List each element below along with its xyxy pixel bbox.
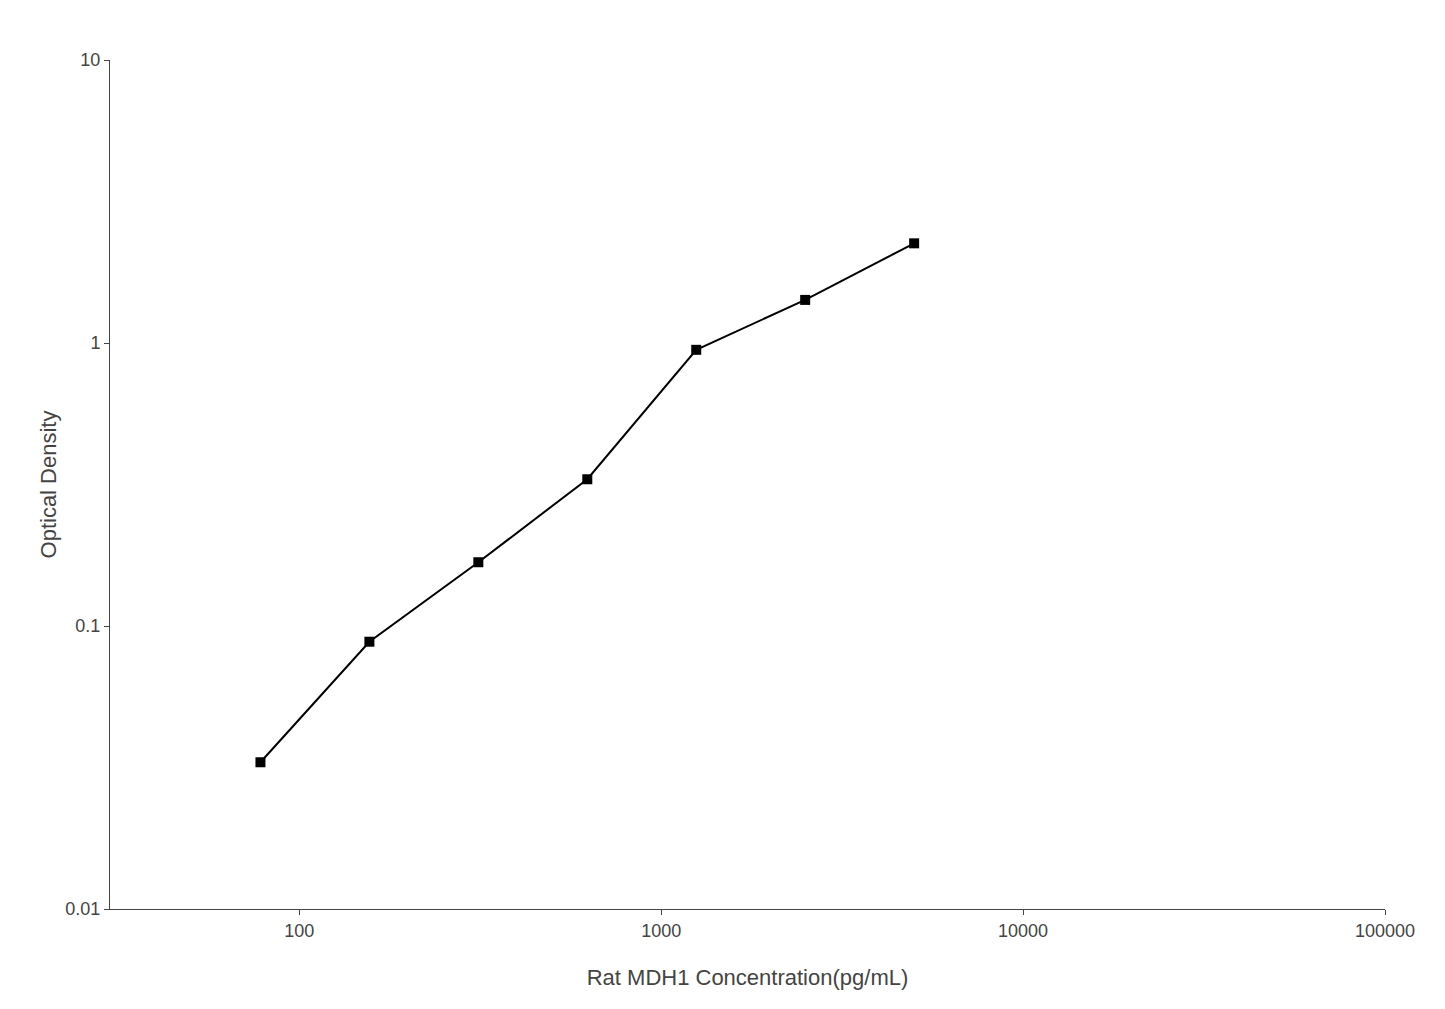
svg-text:10000: 10000 [998, 921, 1048, 941]
svg-text:100: 100 [284, 921, 314, 941]
svg-text:Rat MDH1 Concentration(pg/mL): Rat MDH1 Concentration(pg/mL) [587, 965, 909, 990]
svg-text:1: 1 [90, 333, 100, 353]
svg-text:1000: 1000 [641, 921, 681, 941]
svg-text:100000: 100000 [1355, 921, 1415, 941]
svg-text:10: 10 [80, 50, 100, 70]
svg-text:0.1: 0.1 [75, 616, 100, 636]
svg-text:0.01: 0.01 [65, 899, 100, 919]
svg-text:Optical Density: Optical Density [36, 411, 61, 559]
